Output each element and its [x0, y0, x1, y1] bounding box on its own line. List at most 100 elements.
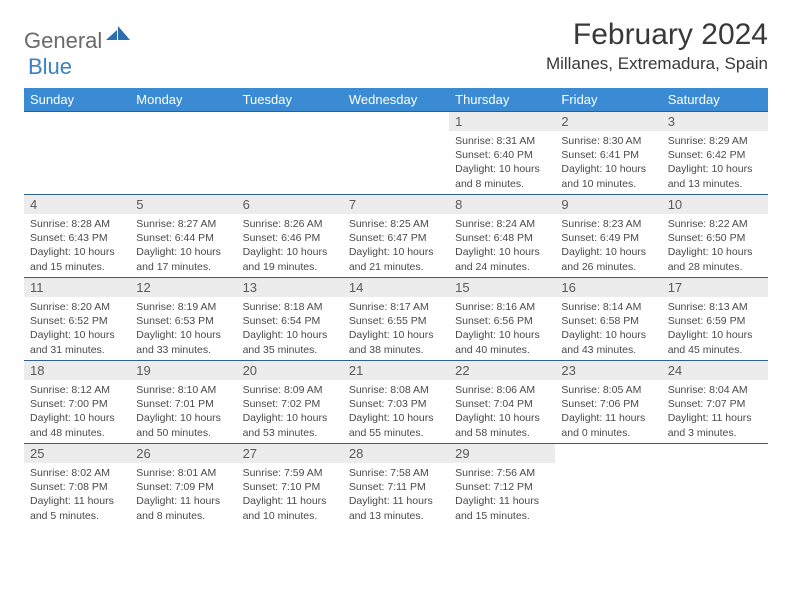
- day-info: Sunrise: 8:09 AMSunset: 7:02 PMDaylight:…: [237, 380, 343, 443]
- day-info: Sunrise: 8:16 AMSunset: 6:56 PMDaylight:…: [449, 297, 555, 360]
- calendar-cell: 14Sunrise: 8:17 AMSunset: 6:55 PMDayligh…: [343, 278, 449, 361]
- weekday-header: Friday: [555, 88, 661, 112]
- calendar-body: 1Sunrise: 8:31 AMSunset: 6:40 PMDaylight…: [24, 112, 768, 527]
- location: Millanes, Extremadura, Spain: [546, 54, 768, 74]
- day-info: Sunrise: 8:08 AMSunset: 7:03 PMDaylight:…: [343, 380, 449, 443]
- weekday-header: Saturday: [662, 88, 768, 112]
- day-number: 15: [449, 278, 555, 297]
- day-info: Sunrise: 8:22 AMSunset: 6:50 PMDaylight:…: [662, 214, 768, 277]
- calendar-cell: 15Sunrise: 8:16 AMSunset: 6:56 PMDayligh…: [449, 278, 555, 361]
- day-number: 3: [662, 112, 768, 131]
- calendar-cell: 22Sunrise: 8:06 AMSunset: 7:04 PMDayligh…: [449, 361, 555, 444]
- day-info: Sunrise: 8:05 AMSunset: 7:06 PMDaylight:…: [555, 380, 661, 443]
- day-number: 7: [343, 195, 449, 214]
- weekday-header: Sunday: [24, 88, 130, 112]
- day-info: Sunrise: 8:29 AMSunset: 6:42 PMDaylight:…: [662, 131, 768, 194]
- day-info: Sunrise: 8:18 AMSunset: 6:54 PMDaylight:…: [237, 297, 343, 360]
- day-number: 1: [449, 112, 555, 131]
- calendar-cell: 23Sunrise: 8:05 AMSunset: 7:06 PMDayligh…: [555, 361, 661, 444]
- calendar-cell: 26Sunrise: 8:01 AMSunset: 7:09 PMDayligh…: [130, 444, 236, 527]
- day-info: Sunrise: 7:58 AMSunset: 7:11 PMDaylight:…: [343, 463, 449, 526]
- calendar-cell: 3Sunrise: 8:29 AMSunset: 6:42 PMDaylight…: [662, 112, 768, 195]
- calendar-cell: 2Sunrise: 8:30 AMSunset: 6:41 PMDaylight…: [555, 112, 661, 195]
- day-number: 27: [237, 444, 343, 463]
- calendar-cell: 25Sunrise: 8:02 AMSunset: 7:08 PMDayligh…: [24, 444, 130, 527]
- logo: General: [24, 18, 132, 57]
- day-number: 16: [555, 278, 661, 297]
- day-number: 19: [130, 361, 236, 380]
- day-number: 24: [662, 361, 768, 380]
- day-number: 22: [449, 361, 555, 380]
- calendar-cell: 21Sunrise: 8:08 AMSunset: 7:03 PMDayligh…: [343, 361, 449, 444]
- day-info: Sunrise: 7:56 AMSunset: 7:12 PMDaylight:…: [449, 463, 555, 526]
- calendar-cell: 29Sunrise: 7:56 AMSunset: 7:12 PMDayligh…: [449, 444, 555, 527]
- day-number: 6: [237, 195, 343, 214]
- day-info: Sunrise: 8:04 AMSunset: 7:07 PMDaylight:…: [662, 380, 768, 443]
- calendar-cell: [343, 112, 449, 195]
- calendar-cell: 24Sunrise: 8:04 AMSunset: 7:07 PMDayligh…: [662, 361, 768, 444]
- calendar-cell: 20Sunrise: 8:09 AMSunset: 7:02 PMDayligh…: [237, 361, 343, 444]
- day-info: Sunrise: 8:23 AMSunset: 6:49 PMDaylight:…: [555, 214, 661, 277]
- calendar-cell: 8Sunrise: 8:24 AMSunset: 6:48 PMDaylight…: [449, 195, 555, 278]
- day-info: Sunrise: 8:19 AMSunset: 6:53 PMDaylight:…: [130, 297, 236, 360]
- day-number: 8: [449, 195, 555, 214]
- day-info: Sunrise: 8:06 AMSunset: 7:04 PMDaylight:…: [449, 380, 555, 443]
- day-number: 25: [24, 444, 130, 463]
- day-number: 11: [24, 278, 130, 297]
- day-info: Sunrise: 8:25 AMSunset: 6:47 PMDaylight:…: [343, 214, 449, 277]
- day-info: Sunrise: 8:12 AMSunset: 7:00 PMDaylight:…: [24, 380, 130, 443]
- day-info: Sunrise: 7:59 AMSunset: 7:10 PMDaylight:…: [237, 463, 343, 526]
- day-info: Sunrise: 8:27 AMSunset: 6:44 PMDaylight:…: [130, 214, 236, 277]
- calendar-cell: 16Sunrise: 8:14 AMSunset: 6:58 PMDayligh…: [555, 278, 661, 361]
- calendar-cell: [24, 112, 130, 195]
- day-info: Sunrise: 8:26 AMSunset: 6:46 PMDaylight:…: [237, 214, 343, 277]
- weekday-header: Thursday: [449, 88, 555, 112]
- title-block: February 2024 Millanes, Extremadura, Spa…: [546, 18, 768, 74]
- calendar-cell: 10Sunrise: 8:22 AMSunset: 6:50 PMDayligh…: [662, 195, 768, 278]
- day-number: 2: [555, 112, 661, 131]
- calendar-cell: 5Sunrise: 8:27 AMSunset: 6:44 PMDaylight…: [130, 195, 236, 278]
- calendar-cell: 18Sunrise: 8:12 AMSunset: 7:00 PMDayligh…: [24, 361, 130, 444]
- day-number: 23: [555, 361, 661, 380]
- logo-text-general: General: [24, 28, 102, 54]
- calendar-row: 25Sunrise: 8:02 AMSunset: 7:08 PMDayligh…: [24, 444, 768, 527]
- day-info: Sunrise: 8:28 AMSunset: 6:43 PMDaylight:…: [24, 214, 130, 277]
- calendar-header-row: SundayMondayTuesdayWednesdayThursdayFrid…: [24, 88, 768, 112]
- day-info: Sunrise: 8:02 AMSunset: 7:08 PMDaylight:…: [24, 463, 130, 526]
- day-number: 4: [24, 195, 130, 214]
- calendar-cell: 1Sunrise: 8:31 AMSunset: 6:40 PMDaylight…: [449, 112, 555, 195]
- calendar-cell: 27Sunrise: 7:59 AMSunset: 7:10 PMDayligh…: [237, 444, 343, 527]
- calendar-cell: 13Sunrise: 8:18 AMSunset: 6:54 PMDayligh…: [237, 278, 343, 361]
- calendar-cell: [237, 112, 343, 195]
- day-info: Sunrise: 8:17 AMSunset: 6:55 PMDaylight:…: [343, 297, 449, 360]
- weekday-header: Wednesday: [343, 88, 449, 112]
- calendar-table: SundayMondayTuesdayWednesdayThursdayFrid…: [24, 88, 768, 527]
- day-number: 13: [237, 278, 343, 297]
- calendar-cell: [555, 444, 661, 527]
- calendar-cell: 9Sunrise: 8:23 AMSunset: 6:49 PMDaylight…: [555, 195, 661, 278]
- calendar-cell: 19Sunrise: 8:10 AMSunset: 7:01 PMDayligh…: [130, 361, 236, 444]
- calendar-row: 18Sunrise: 8:12 AMSunset: 7:00 PMDayligh…: [24, 361, 768, 444]
- weekday-header: Monday: [130, 88, 236, 112]
- day-number: 9: [555, 195, 661, 214]
- calendar-cell: 11Sunrise: 8:20 AMSunset: 6:52 PMDayligh…: [24, 278, 130, 361]
- day-info: Sunrise: 8:14 AMSunset: 6:58 PMDaylight:…: [555, 297, 661, 360]
- day-info: Sunrise: 8:31 AMSunset: 6:40 PMDaylight:…: [449, 131, 555, 194]
- calendar-cell: 7Sunrise: 8:25 AMSunset: 6:47 PMDaylight…: [343, 195, 449, 278]
- day-info: Sunrise: 8:30 AMSunset: 6:41 PMDaylight:…: [555, 131, 661, 194]
- day-number: 21: [343, 361, 449, 380]
- calendar-row: 11Sunrise: 8:20 AMSunset: 6:52 PMDayligh…: [24, 278, 768, 361]
- day-number: 29: [449, 444, 555, 463]
- calendar-cell: 6Sunrise: 8:26 AMSunset: 6:46 PMDaylight…: [237, 195, 343, 278]
- day-number: 14: [343, 278, 449, 297]
- day-number: 17: [662, 278, 768, 297]
- day-info: Sunrise: 8:24 AMSunset: 6:48 PMDaylight:…: [449, 214, 555, 277]
- day-number: 28: [343, 444, 449, 463]
- calendar-cell: [662, 444, 768, 527]
- day-number: 26: [130, 444, 236, 463]
- calendar-cell: [130, 112, 236, 195]
- day-info: Sunrise: 8:01 AMSunset: 7:09 PMDaylight:…: [130, 463, 236, 526]
- day-number: 5: [130, 195, 236, 214]
- day-number: 12: [130, 278, 236, 297]
- logo-mark-icon: [106, 24, 130, 45]
